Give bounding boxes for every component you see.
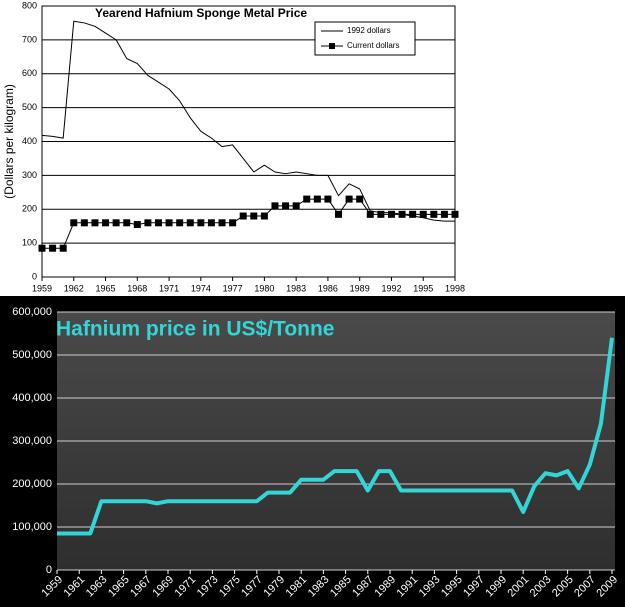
marker xyxy=(186,219,194,227)
marker xyxy=(144,219,152,227)
chart-title: Yearend Hafnium Sponge Metal Price xyxy=(95,6,307,20)
marker xyxy=(260,212,268,220)
marker xyxy=(91,219,99,227)
y-tick-label: 600 xyxy=(22,68,37,78)
marker xyxy=(324,195,332,203)
marker xyxy=(451,210,459,218)
x-tick-label: 1971 xyxy=(159,283,179,293)
marker xyxy=(123,219,131,227)
marker xyxy=(366,210,374,218)
marker xyxy=(165,219,173,227)
y-tick-label: 600,000 xyxy=(12,306,52,318)
x-tick-label: 1989 xyxy=(350,283,370,293)
marker xyxy=(440,210,448,218)
legend-label: 1992 dollars xyxy=(347,26,391,35)
x-tick-label: 1980 xyxy=(254,283,274,293)
y-tick-label: 800 xyxy=(22,0,37,10)
marker xyxy=(49,244,57,252)
marker xyxy=(112,219,120,227)
x-tick-label: 1968 xyxy=(127,283,147,293)
marker xyxy=(345,195,353,203)
marker xyxy=(80,219,88,227)
marker xyxy=(419,210,427,218)
marker xyxy=(303,195,311,203)
line xyxy=(41,20,455,222)
y-tick-label: 300,000 xyxy=(12,435,52,447)
line xyxy=(57,337,614,536)
marker xyxy=(229,219,237,227)
y-axis-label: (Dollars per kilogram) xyxy=(2,84,16,199)
y-tick-label: 400 xyxy=(22,136,37,146)
marker xyxy=(409,210,417,218)
x-tick-label: 1974 xyxy=(191,283,211,293)
marker xyxy=(250,212,258,220)
x-tick-label: 1965 xyxy=(96,283,116,293)
x-tick-label: 1983 xyxy=(286,283,306,293)
marker xyxy=(313,195,321,203)
marker xyxy=(38,244,46,252)
legend-box xyxy=(314,21,416,56)
y-tick-label: 100,000 xyxy=(12,521,52,533)
x-tick-label: 1977 xyxy=(223,283,243,293)
marker xyxy=(176,219,184,227)
x-tick-label: 1986 xyxy=(318,283,338,293)
legend-marker xyxy=(329,43,335,49)
y-tick-label: 500 xyxy=(22,102,37,112)
marker xyxy=(356,195,364,203)
marker xyxy=(239,212,247,220)
marker xyxy=(377,210,385,218)
marker xyxy=(70,219,78,227)
marker xyxy=(271,202,279,210)
y-tick-label: 0 xyxy=(46,564,52,576)
x-tick-label: 1998 xyxy=(445,283,465,293)
marker xyxy=(218,219,226,227)
y-tick-label: 200,000 xyxy=(12,478,52,490)
marker xyxy=(398,210,406,218)
y-tick-label: 0 xyxy=(32,271,37,281)
top-background xyxy=(0,0,625,296)
y-tick-label: 500,000 xyxy=(12,349,52,361)
marker xyxy=(387,210,395,218)
marker xyxy=(59,244,67,252)
y-tick-label: 300 xyxy=(22,170,37,180)
line xyxy=(42,198,455,249)
x-tick-label: 1992 xyxy=(381,283,401,293)
x-tick-label: 1962 xyxy=(64,283,84,293)
marker xyxy=(335,210,343,218)
y-tick-label: 100 xyxy=(22,238,37,248)
marker xyxy=(154,219,162,227)
marker xyxy=(292,202,300,210)
y-tick-label: 200 xyxy=(22,204,37,214)
marker xyxy=(430,210,438,218)
marker xyxy=(282,202,290,210)
marker xyxy=(102,219,110,227)
marker xyxy=(207,219,215,227)
x-tick-label: 1995 xyxy=(413,283,433,293)
y-tick-label: 700 xyxy=(22,34,37,44)
marker xyxy=(197,219,205,227)
x-tick-label: 1959 xyxy=(32,283,52,293)
legend-label: Current dollars xyxy=(347,41,399,50)
marker xyxy=(133,220,141,228)
y-tick-label: 400,000 xyxy=(12,392,52,404)
chart-title: Hafnium price in US$/Tonne xyxy=(56,318,334,341)
